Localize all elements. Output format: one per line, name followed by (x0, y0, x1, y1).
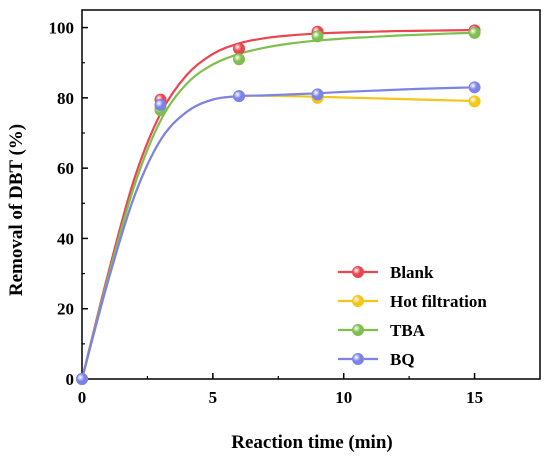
legend-marker-hot-filtration (352, 295, 364, 307)
y-tick-label: 40 (57, 229, 74, 248)
fit-lines (80, 28, 475, 380)
y-axis-title: Removal of DBT (%) (6, 124, 27, 296)
point-tba (468, 26, 481, 39)
point-blank (233, 42, 246, 55)
point-hot-filtration (468, 95, 481, 108)
x-tick-label: 15 (466, 388, 483, 407)
point-bq (76, 373, 88, 385)
legend-marker-tba (352, 324, 364, 336)
data-points (76, 24, 481, 385)
legend-label-hot-filtration: Hot filtration (390, 292, 487, 311)
y-tick-label: 80 (57, 89, 74, 108)
y-tick-label: 20 (57, 300, 74, 319)
legend-label-bq: BQ (390, 350, 415, 369)
point-bq (233, 90, 246, 103)
legend: Blank Hot filtration TBA BQ (338, 263, 487, 369)
y-tick-label: 100 (49, 19, 75, 38)
x-axis-title: Reaction time (min) (231, 432, 392, 453)
plot-frame (81, 9, 541, 380)
fit-line-blank (80, 28, 475, 380)
x-tick-label: 10 (335, 388, 352, 407)
point-tba (311, 30, 324, 43)
y-tick-label: 0 (66, 370, 75, 389)
axis-ticks: 0 5 10 15 0 20 40 60 80 100 (49, 19, 484, 407)
point-bq (311, 88, 324, 101)
x-tick-label: 0 (78, 388, 87, 407)
fit-line-tba (80, 31, 475, 380)
point-bq (154, 98, 167, 111)
fit-line-bq (80, 86, 475, 380)
legend-marker-blank (352, 266, 364, 278)
plot-area (81, 9, 541, 380)
legend-label-blank: Blank (390, 263, 434, 282)
y-tick-label: 60 (57, 159, 74, 178)
point-tba (233, 53, 246, 66)
point-bq (468, 81, 481, 94)
x-tick-label: 5 (209, 388, 218, 407)
legend-marker-bq (352, 353, 364, 365)
legend-label-tba: TBA (390, 321, 426, 340)
